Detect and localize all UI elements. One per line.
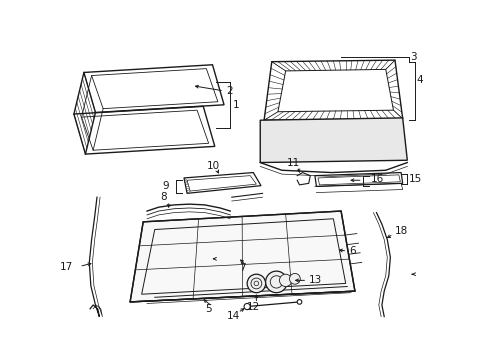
Text: 12: 12: [246, 302, 260, 311]
Text: 8: 8: [161, 192, 167, 202]
Text: 10: 10: [206, 161, 220, 171]
Circle shape: [289, 274, 300, 284]
Text: 3: 3: [409, 52, 416, 62]
Text: 14: 14: [226, 311, 240, 321]
Circle shape: [265, 271, 286, 293]
Text: 16: 16: [369, 174, 383, 184]
Text: 17: 17: [60, 261, 73, 271]
Polygon shape: [130, 211, 354, 302]
Text: 9: 9: [162, 181, 168, 192]
Text: 7: 7: [239, 263, 245, 273]
Text: 6: 6: [348, 246, 355, 256]
Text: 5: 5: [205, 304, 211, 314]
Circle shape: [279, 274, 291, 287]
Text: 1: 1: [233, 100, 240, 110]
Text: 18: 18: [394, 226, 407, 236]
Circle shape: [244, 303, 250, 310]
Text: 15: 15: [408, 174, 421, 184]
Circle shape: [297, 300, 301, 304]
Text: 11: 11: [286, 158, 299, 168]
Circle shape: [246, 274, 265, 293]
Text: 4: 4: [416, 75, 422, 85]
Polygon shape: [260, 118, 407, 163]
Text: 2: 2: [226, 86, 232, 96]
Text: 13: 13: [308, 275, 321, 285]
